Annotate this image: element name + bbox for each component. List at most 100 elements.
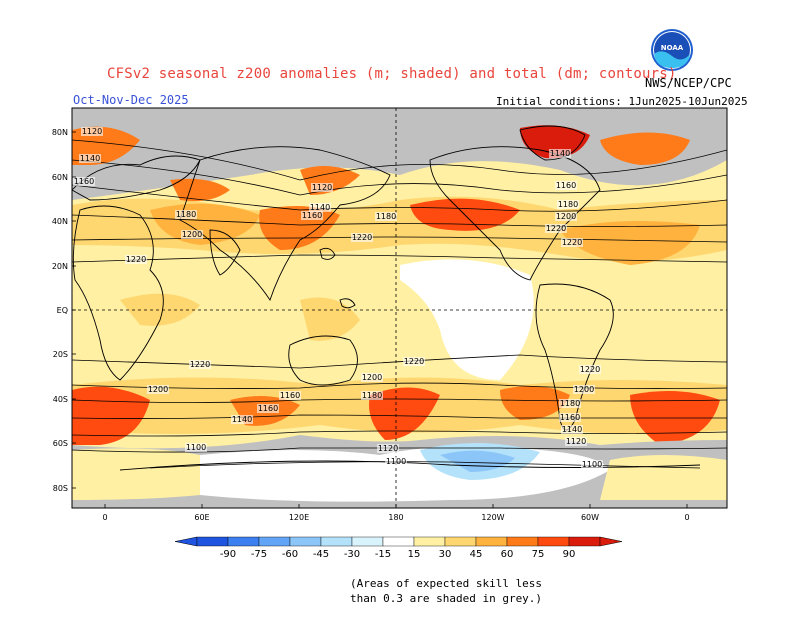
lat-label: 60N <box>52 173 68 182</box>
lon-label: 120E <box>289 513 309 522</box>
lat-label: 40S <box>53 395 68 404</box>
latitude-labels: 80N 60N 40N 20N EQ 20S 40S 60S 80S <box>52 128 76 493</box>
contour-label: 1160 <box>560 413 580 422</box>
contour-label-bg <box>557 200 579 209</box>
colorbar-tick-label: -45 <box>313 549 329 560</box>
colorbar-tick-label: 90 <box>563 549 576 560</box>
colorbar-swatch <box>568 536 601 547</box>
contour-label: 1160 <box>280 391 300 400</box>
contour-label: 1160 <box>556 181 576 190</box>
contour-label-bg <box>403 357 425 366</box>
contour-label-bg <box>189 360 211 369</box>
contour-label-bg <box>361 391 383 400</box>
logo-text: NOAA <box>661 44 684 52</box>
contour-label-bg <box>375 212 397 221</box>
contour-label-bg <box>559 413 581 422</box>
colorbar: -90 -75 -60 -45 -30 -15 15 30 45 60 75 90 <box>174 536 623 560</box>
contour-label: 1220 <box>352 233 372 242</box>
contour-label: 1100 <box>582 460 602 469</box>
contour-label-bg <box>573 385 595 394</box>
contour-label-bg <box>377 444 399 453</box>
contour-label: 1140 <box>550 149 570 158</box>
contour-label-bg <box>181 230 203 239</box>
contour-label: 1100 <box>386 457 406 466</box>
contour-label-bg <box>147 385 169 394</box>
contour-label-bg <box>81 127 103 136</box>
contour-label: 1220 <box>190 360 210 369</box>
contour-label: 1120 <box>312 183 332 192</box>
anomaly-shading <box>72 108 727 508</box>
lon-label: 0 <box>102 513 107 522</box>
colorbar-swatch <box>320 536 353 547</box>
colorbar-arrow-left <box>174 536 198 547</box>
colorbar-swatch <box>475 536 508 547</box>
colorbar-tick-label: -75 <box>251 549 267 560</box>
colorbar-tick-label: -60 <box>282 549 298 560</box>
agency-label: NWS/NCEP/CPC <box>645 76 732 90</box>
lon-label: 0 <box>684 513 689 522</box>
contour-label: 1160 <box>302 211 322 220</box>
colorbar-tick-label: -90 <box>220 549 236 560</box>
colorbar-tick-label: -30 <box>344 549 360 560</box>
contour-label: 1200 <box>556 212 576 221</box>
lon-label: 60W <box>581 513 599 522</box>
colorbar-swatch <box>444 536 477 547</box>
contour-label-bg <box>125 255 147 264</box>
map-title: CFSv2 seasonal z200 anomalies (m; shaded… <box>107 66 677 82</box>
contour-label-bg <box>555 181 577 190</box>
colorbar-tick-label: 60 <box>501 549 514 560</box>
contour-label: 1180 <box>376 212 396 221</box>
contour-label: 1200 <box>574 385 594 394</box>
skill-note: (Areas of expected skill less than 0.3 a… <box>350 577 543 605</box>
contour-label-bg <box>231 415 253 424</box>
lat-label: 80S <box>53 484 68 493</box>
colorbar-tick-label: 30 <box>439 549 452 560</box>
contour-label: 1140 <box>310 203 330 212</box>
lon-label: 120W <box>481 513 504 522</box>
colorbar-swatch <box>196 536 229 547</box>
lat-label: 20N <box>52 262 68 271</box>
contour-label-bg <box>361 373 383 382</box>
contour-label-bg <box>561 238 583 247</box>
lat-label: 20S <box>53 350 68 359</box>
colorbar-swatch <box>351 536 384 547</box>
contour-label-bg <box>73 177 95 186</box>
colorbar-swatch <box>382 536 415 547</box>
colorbar-tick-label: 15 <box>408 549 421 560</box>
colorbar-swatch <box>413 536 446 547</box>
contour-label-bg <box>301 211 323 220</box>
initial-conditions-label: Initial conditions: 1Jun2025-10Jun2025 <box>496 95 748 108</box>
contour-label: 1140 <box>562 425 582 434</box>
contour-label: 1120 <box>566 437 586 446</box>
contour-labels: 1120114011601180120012201220120011601140… <box>73 127 603 469</box>
contour-label-bg <box>559 399 581 408</box>
contour-label: 1160 <box>74 177 94 186</box>
contour-label: 1200 <box>148 385 168 394</box>
contour-label: 1140 <box>232 415 252 424</box>
colorbar-tick-label: -15 <box>375 549 391 560</box>
contour-label: 1120 <box>82 127 102 136</box>
contour-label: 1220 <box>580 365 600 374</box>
contour-label-bg <box>185 443 207 452</box>
lon-label: 60E <box>194 513 209 522</box>
contour-label: 1220 <box>126 255 146 264</box>
contour-label: 1220 <box>546 224 566 233</box>
colorbar-swatch <box>289 536 322 547</box>
lat-label: 60S <box>53 439 68 448</box>
contour-label: 1180 <box>560 399 580 408</box>
colorbar-arrow-right <box>599 536 623 547</box>
lat-label: 40N <box>52 217 68 226</box>
contour-label-bg <box>257 404 279 413</box>
contour-label-bg <box>309 203 331 212</box>
season-label: Oct-Nov-Dec 2025 <box>73 93 189 107</box>
contour-label-bg <box>581 460 603 469</box>
lon-label: 180 <box>388 513 403 522</box>
contour-label-bg <box>549 149 571 158</box>
contour-label-bg <box>555 212 577 221</box>
contour-label: 1120 <box>378 444 398 453</box>
contour-label: 1140 <box>80 154 100 163</box>
contour-label: 1180 <box>362 391 382 400</box>
colorbar-swatch <box>537 536 570 547</box>
noaa-logo: NOAA <box>651 29 693 71</box>
colorbar-tick-label: 45 <box>470 549 483 560</box>
